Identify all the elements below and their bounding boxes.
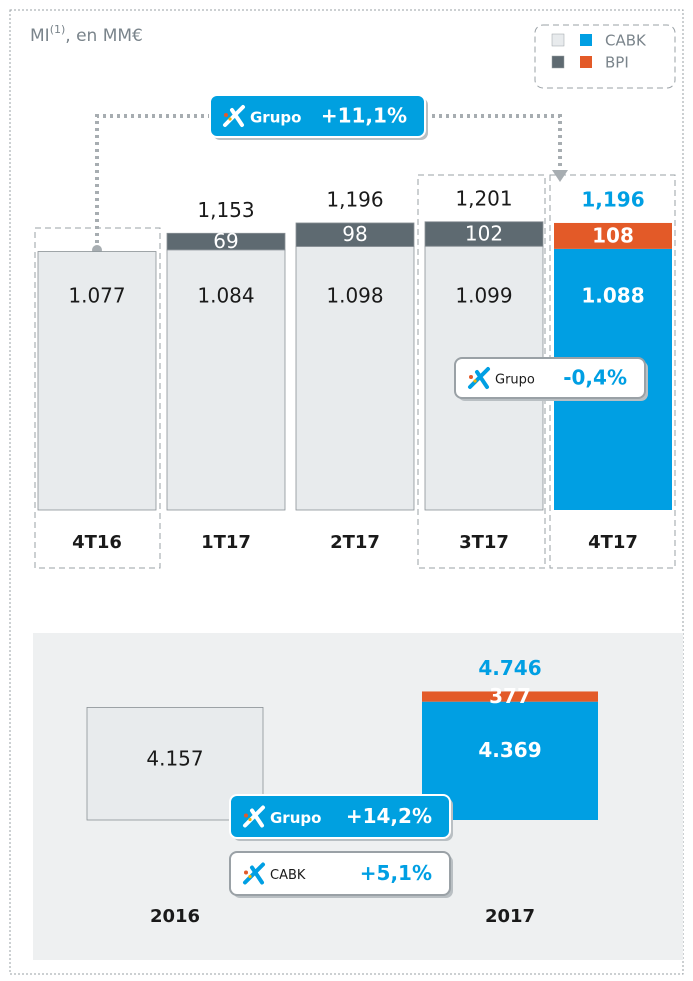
x-tick-label: 1T17 (201, 532, 251, 553)
logo-star (243, 862, 265, 885)
value-label: 1.077 (68, 284, 125, 308)
bar-segment (37, 251, 157, 511)
value-label: 98 (342, 222, 367, 246)
bar-segment (422, 701, 598, 820)
value-label: 1.088 (581, 284, 644, 308)
badge-value: -0,4% (563, 366, 627, 390)
value-label: 1.084 (197, 284, 254, 308)
logo-dot (248, 817, 252, 822)
badge-label: Grupo (270, 809, 321, 827)
legend-swatch (551, 55, 565, 69)
title: MI (30, 26, 50, 46)
logo-dot (244, 870, 248, 875)
logo-star (223, 105, 245, 127)
logo-star (243, 805, 265, 828)
badge (229, 794, 451, 839)
bar-segment (295, 246, 415, 511)
logo-dot (248, 874, 252, 879)
badge-value: +11,1% (321, 104, 407, 128)
x-tick-label: 2016 (150, 906, 200, 927)
badge (209, 94, 426, 138)
value-label: 377 (489, 684, 531, 708)
frame (9, 9, 684, 975)
chart-title: MI(1), en MM€ (30, 23, 143, 46)
legend-swatch (580, 34, 592, 46)
title-note: (1) (50, 23, 66, 36)
connector-arrow (552, 170, 568, 182)
value-label: 108 (592, 223, 634, 247)
connector (95, 114, 562, 250)
x-tick-label: 2T17 (330, 532, 380, 553)
value-label: 1.098 (326, 284, 383, 308)
x-tick-label: 4T17 (588, 532, 638, 553)
badge-label: Grupo (250, 109, 301, 127)
logo-icon (468, 367, 490, 389)
logo-icon (243, 805, 265, 828)
logo-icon (223, 105, 245, 127)
bar-segment (422, 691, 598, 702)
badge-label: CABK (270, 868, 306, 883)
value-label: 102 (465, 222, 503, 246)
value-label: 4.369 (478, 738, 541, 762)
bar-segment (166, 232, 286, 251)
legend-label: BPI (605, 54, 629, 72)
total-label: 4.746 (478, 656, 541, 680)
bar-segment (424, 221, 544, 247)
legend-label: CABK (605, 32, 647, 50)
logo-dot (469, 375, 473, 379)
logo-star (468, 367, 490, 389)
logo-dot (473, 379, 477, 383)
highlight-box (549, 174, 676, 569)
legend-swatch (580, 56, 592, 68)
bar-segment (554, 222, 672, 249)
title-suffix: , en MM€ (65, 26, 143, 46)
bar-segment (295, 222, 415, 247)
badge (454, 357, 646, 399)
total-label: 1,153 (197, 198, 254, 222)
badge (229, 851, 451, 896)
x-tick-label: 2017 (485, 906, 535, 927)
badge-label: Grupo (495, 373, 535, 388)
badge-value: +5,1% (360, 861, 432, 885)
logo-icon (243, 862, 265, 885)
legend-box (534, 24, 676, 89)
total-label: 1,201 (455, 186, 512, 210)
logo-dot (228, 117, 232, 121)
x-tick-label: 4T16 (72, 532, 122, 553)
x-tick-label: 3T17 (459, 532, 509, 553)
bar-segment (166, 249, 286, 511)
logo-dot (224, 113, 228, 117)
badge-value: +14,2% (346, 804, 432, 828)
total-label: 1,196 (581, 187, 644, 211)
value-label: 69 (213, 229, 238, 253)
total-label: 1,196 (326, 187, 383, 211)
value-label: 4.157 (146, 747, 203, 771)
legend-swatch (551, 33, 565, 47)
value-label: 1.099 (455, 284, 512, 308)
logo-dot (244, 813, 248, 818)
